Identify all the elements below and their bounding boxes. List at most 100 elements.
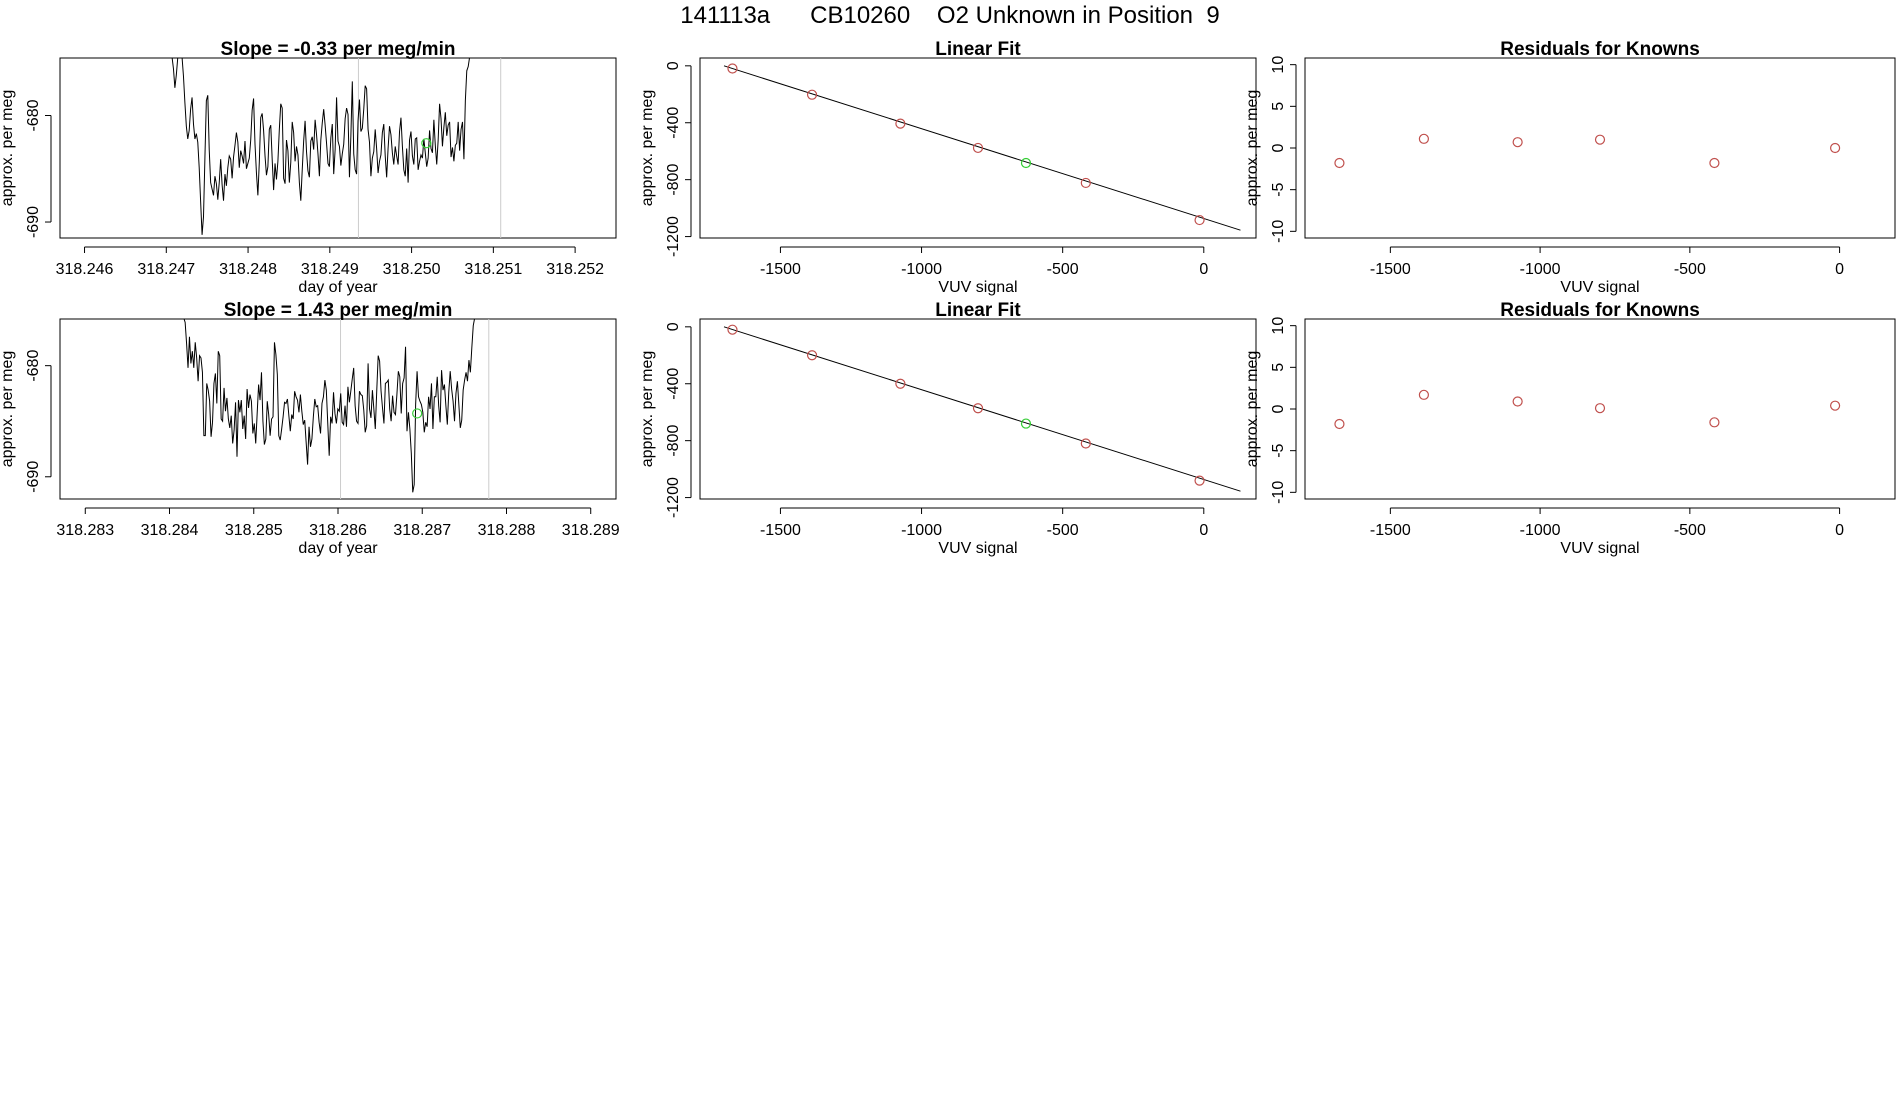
data-marks	[723, 324, 1241, 492]
chart-title: Residuals for Knowns	[1500, 300, 1700, 321]
y-tick-label: -680	[25, 350, 42, 382]
y-tick-label: -400	[665, 107, 682, 139]
x-tick-label: 318.250	[383, 261, 441, 278]
plot-frame	[699, 318, 1257, 500]
x-tick-label: 318.249	[301, 261, 359, 278]
known-point	[895, 378, 906, 389]
plot-frame	[1304, 57, 1896, 239]
known-point	[1830, 142, 1841, 154]
plot-frame	[59, 57, 617, 239]
known-point	[1594, 403, 1606, 414]
panel-drift-1: Slope = -0.33 per meg/min 318.246 318.247 3…	[0, 39, 617, 296]
data-marks	[1334, 389, 1841, 430]
y-tick-label: -10	[1270, 220, 1287, 243]
x-tick-label: -1500	[1370, 261, 1411, 278]
known-point	[806, 350, 818, 361]
x-tick-label: 318.251	[464, 261, 522, 278]
y-axis-label: approx. per meg	[639, 90, 656, 207]
known-point	[1194, 214, 1205, 226]
known-point	[1418, 389, 1429, 400]
y-tick-label: -690	[25, 206, 42, 238]
x-axis-label: day of year	[298, 540, 378, 557]
x-tick-label: 318.285	[225, 522, 283, 539]
known-point	[806, 89, 818, 100]
known-point	[727, 63, 738, 74]
known-point	[1594, 134, 1606, 145]
y-tick-label: 0	[1270, 143, 1287, 152]
data-marks	[723, 63, 1241, 231]
unknown-mean-point	[421, 138, 432, 149]
x-tick-label: -1500	[1370, 522, 1411, 539]
known-point	[727, 324, 738, 335]
x-tick-label: 0	[1199, 261, 1208, 278]
chart-title: Slope = -0.33 per meg/min	[221, 39, 456, 60]
data-marks	[1334, 133, 1841, 169]
known-point	[1194, 475, 1205, 486]
x-tick-label: 318.252	[546, 261, 604, 278]
data-marks	[183, 319, 490, 499]
signal-trace-line	[183, 319, 475, 493]
x-tick-label: 318.246	[56, 261, 114, 278]
x-tick-label: -500	[1047, 522, 1079, 539]
x-tick-label: 0	[1835, 261, 1844, 278]
x-tick-label: -1000	[901, 522, 942, 539]
known-point	[1080, 438, 1091, 449]
unknown-mean-point	[412, 408, 423, 419]
x-axis-label: VUV signal	[1560, 279, 1639, 296]
signal-trace-line	[171, 58, 470, 235]
x-axis-label: day of year	[298, 279, 378, 296]
y-axis-label: approx. per meg	[1244, 351, 1261, 468]
y-tick-label: 5	[1270, 102, 1287, 111]
y-tick-label: -400	[665, 368, 682, 400]
y-tick-label: 10	[1270, 56, 1287, 74]
panel-linear-fit-1: Linear Fit -1500 -1000 -500 0 VUV signal 0 -400…	[639, 39, 1257, 296]
unknown-point	[1020, 418, 1032, 429]
x-axis-label: VUV signal	[938, 540, 1017, 557]
x-tick-label: 318.288	[478, 522, 536, 539]
x-tick-label: 318.287	[393, 522, 451, 539]
x-tick-label: -1000	[1520, 261, 1561, 278]
x-tick-label: -1000	[901, 261, 942, 278]
x-tick-label: 318.289	[562, 522, 620, 539]
y-tick-label: 10	[1270, 317, 1287, 335]
known-point	[1418, 133, 1429, 144]
panel-residuals-2: Residuals for Knowns -1500 -1000 -500 0 VUV s…	[1244, 300, 1896, 557]
chart-title: Slope = 1.43 per meg/min	[224, 300, 453, 321]
panel-residuals-1: Residuals for Knowns -1500 -1000 -500 0 VUV s…	[1244, 39, 1896, 296]
y-tick-label: -5	[1270, 443, 1287, 457]
x-tick-label: 0	[1199, 522, 1208, 539]
chart-title: Residuals for Knowns	[1500, 39, 1700, 60]
x-tick-label: -1500	[760, 261, 801, 278]
chart-title: Linear Fit	[935, 39, 1021, 60]
x-tick-label: 318.286	[309, 522, 367, 539]
x-tick-label: 318.247	[137, 261, 195, 278]
known-point	[1512, 137, 1523, 148]
known-point	[1709, 417, 1720, 428]
plot-frame	[1304, 318, 1896, 500]
x-tick-label: -1000	[1520, 522, 1561, 539]
known-point	[1334, 418, 1345, 430]
plot-frame	[699, 57, 1257, 239]
x-tick-label: -1500	[760, 522, 801, 539]
y-tick-label: -690	[25, 461, 42, 493]
x-axis-label: VUV signal	[938, 279, 1017, 296]
y-axis-label: approx. per meg	[0, 351, 16, 468]
y-tick-label: 5	[1270, 363, 1287, 372]
y-tick-label: -1200	[665, 216, 682, 257]
panel-drift-2: Slope = 1.43 per meg/min 318.283 318.284 31…	[0, 300, 620, 557]
x-tick-label: 318.248	[219, 261, 277, 278]
y-tick-label: -800	[665, 425, 682, 457]
known-point	[1709, 157, 1720, 169]
y-axis-label: approx. per meg	[639, 351, 656, 468]
y-tick-label: -680	[25, 99, 42, 131]
x-tick-label: 318.283	[56, 522, 114, 539]
x-tick-label: -500	[1047, 261, 1079, 278]
y-tick-label: 0	[1270, 404, 1287, 413]
known-point	[1830, 400, 1841, 411]
panel-linear-fit-2: Linear Fit -1500 -1000 -500 0 VUV signal 0 -400…	[639, 300, 1257, 557]
y-tick-label: 0	[665, 322, 682, 331]
known-point	[972, 142, 984, 154]
y-tick-label: -5	[1270, 182, 1287, 196]
data-marks	[171, 58, 502, 238]
known-point	[1512, 396, 1523, 407]
